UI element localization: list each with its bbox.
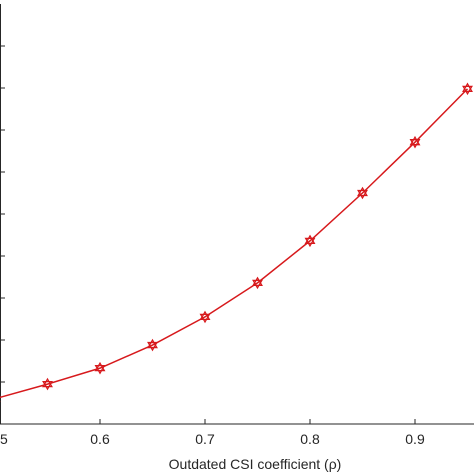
marker (462, 82, 473, 96)
x-tick-label: 0.6 (90, 431, 110, 447)
x-tick-label: 0.7 (195, 431, 215, 447)
marker (147, 338, 158, 352)
marker (357, 186, 368, 200)
marker (304, 234, 316, 248)
x-tick-label: 0.9 (405, 431, 425, 447)
x-tick-label: 0.8 (300, 431, 320, 447)
marker (252, 276, 263, 290)
marker (94, 361, 106, 375)
marker (199, 310, 211, 324)
marker (42, 377, 53, 391)
x-tick-label: 5 (0, 431, 8, 447)
x-axis-label: Outdated CSI coefficient (ρ) (169, 456, 342, 472)
marker (409, 135, 421, 149)
data-line (0, 88, 469, 399)
